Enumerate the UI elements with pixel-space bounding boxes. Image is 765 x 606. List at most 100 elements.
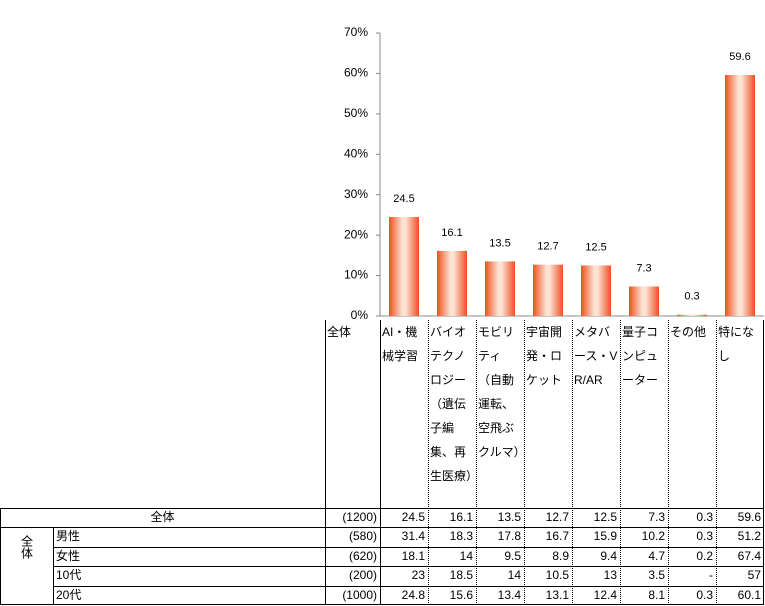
table-value: 23 [411, 568, 425, 583]
table-value: 0.3 [696, 587, 713, 602]
table-value: 9.4 [600, 548, 617, 563]
table-value: 7.3 [648, 510, 665, 524]
table-value: 18.3 [449, 529, 473, 544]
y-tick-label: 0% [351, 308, 369, 322]
table-value: 0.2 [696, 548, 713, 563]
bar [485, 261, 515, 316]
data-label: 0.3 [684, 291, 699, 303]
data-label: 13.5 [489, 237, 510, 249]
group-label-text: 全体 [19, 534, 34, 559]
table-value: 17.8 [497, 529, 521, 544]
data-label: 24.5 [393, 193, 414, 205]
table-value: 14 [459, 548, 473, 563]
table-line [53, 527, 764, 529]
y-tick-label: 50% [344, 106, 368, 120]
bar [437, 250, 467, 316]
row-n: (1200) [342, 510, 377, 524]
table-line [325, 320, 326, 605]
table-value: 13.4 [497, 587, 521, 602]
bar [677, 314, 707, 316]
table-line [0, 508, 1, 605]
bar [533, 264, 563, 316]
table-value: 31.4 [401, 529, 425, 544]
header-cell: 全体 [327, 325, 352, 339]
table-value: 24.8 [401, 587, 425, 602]
y-tick-label: 40% [344, 146, 368, 160]
table-line [428, 320, 429, 605]
table-value: 12.5 [593, 510, 617, 524]
table-line [53, 566, 764, 568]
row-n: (200) [348, 568, 377, 583]
header-cell: AI・機械学習 [382, 325, 419, 363]
bar [725, 75, 755, 316]
data-label: 12.5 [585, 241, 606, 253]
row-n: (620) [348, 548, 377, 563]
table-value: 14 [507, 568, 521, 583]
table-value: 18.1 [401, 548, 425, 563]
table-value: 15.9 [593, 529, 617, 544]
table-value: 8.1 [648, 587, 665, 602]
table-line [380, 320, 381, 605]
y-tick-label: 30% [344, 187, 368, 201]
row-n: (1000) [342, 587, 377, 602]
y-tick-label: 60% [344, 66, 368, 80]
table-value: 13.5 [497, 510, 521, 524]
table-value: 0.3 [696, 510, 713, 524]
header-cell: 宇宙開発・ロケット [526, 325, 563, 387]
row-label: 20代 [56, 587, 82, 602]
table-value: 12.7 [545, 510, 569, 524]
table-value: 13.1 [545, 587, 569, 602]
data-label: 59.6 [729, 51, 750, 63]
table-value: 18.5 [449, 568, 473, 583]
header-cell: 量子コンピューター [622, 325, 659, 387]
table-value: 4.7 [648, 548, 665, 563]
bar [581, 265, 611, 316]
table-line [476, 320, 477, 605]
table-value: 15.6 [449, 587, 473, 602]
y-tick-label: 10% [344, 268, 368, 282]
y-tick-label: 20% [344, 227, 368, 241]
table-line [53, 585, 764, 587]
header-cell: 特になし [718, 325, 755, 363]
table-line [620, 320, 621, 605]
table-value: 24.5 [401, 510, 425, 524]
table-value: 0.3 [696, 529, 713, 544]
table-value: 59.6 [737, 510, 761, 524]
row-label: 女性 [56, 548, 81, 563]
table-value: 10.5 [545, 568, 569, 583]
row-label: 全体 [150, 510, 175, 524]
bar [389, 216, 419, 316]
table-value: 16.7 [545, 529, 569, 544]
row-label: 男性 [56, 529, 81, 544]
y-tick-label: 70% [344, 25, 368, 39]
bar [629, 286, 659, 316]
table-line [668, 320, 669, 605]
data-label: 7.3 [636, 262, 651, 274]
table-value: 67.4 [737, 548, 761, 563]
header-cell: その他 [670, 325, 707, 339]
table-value: 57 [747, 568, 761, 583]
table-line [524, 320, 525, 605]
row-n: (580) [348, 529, 377, 544]
table-line [53, 546, 764, 548]
table-value: 51.2 [737, 529, 761, 544]
table-value: 8.9 [552, 548, 569, 563]
table-value: 12.4 [593, 587, 617, 602]
table-value: 13 [603, 568, 617, 583]
chart: 0% 10% 20% 30% 40% 50% 60% 70% 24.5 16.1 13.5 12.7 1… [344, 25, 764, 322]
table-value: 16.1 [449, 510, 473, 524]
table-line [716, 320, 717, 605]
table-value: 60.1 [737, 587, 761, 602]
table-line [0, 604, 764, 605]
group-label: 全体 [0, 527, 53, 566]
table-value: 10.2 [641, 529, 665, 544]
table-line [0, 508, 764, 509]
data-label: 12.7 [537, 241, 558, 253]
header-cell: メタバース・VR/AR [574, 325, 618, 387]
table-line [53, 527, 54, 605]
header-cell: モビリティ（自動運転、空飛ぶクルマ） [478, 325, 524, 459]
row-label: 10代 [56, 568, 82, 583]
table-value: - [709, 568, 713, 583]
table-line [763, 320, 764, 605]
data-label: 16.1 [441, 227, 462, 239]
